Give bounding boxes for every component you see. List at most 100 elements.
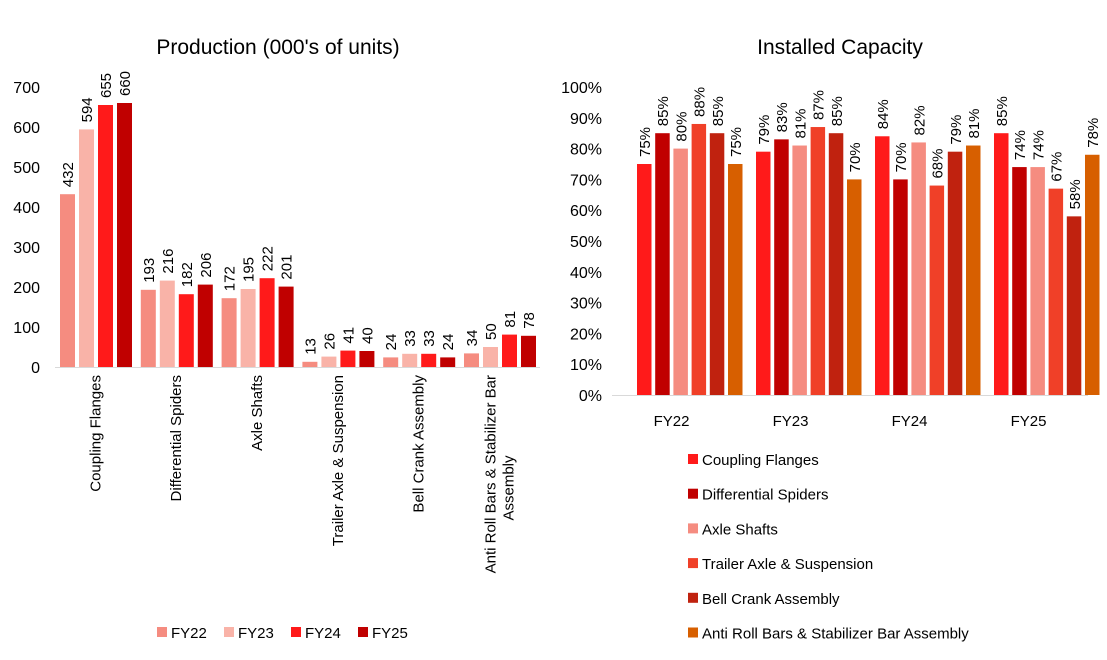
legend-label: Bell Crank Assembly	[702, 591, 840, 608]
legend-swatch	[688, 523, 698, 534]
y-tick-label: 0%	[579, 388, 602, 405]
category-label: Differential Spiders	[168, 375, 185, 501]
data-label: 432	[60, 162, 77, 187]
data-label: 172	[222, 266, 239, 291]
data-label: 33	[421, 330, 438, 347]
bar	[929, 185, 945, 395]
bar	[221, 298, 237, 367]
bar	[421, 353, 437, 367]
legend-label: Trailer Axle & Suspension	[702, 556, 873, 573]
data-label: 50	[483, 323, 500, 340]
bar	[440, 357, 456, 367]
data-label: 85%	[994, 96, 1011, 126]
bar	[810, 127, 826, 395]
data-label: 75%	[728, 127, 745, 157]
data-label: 193	[141, 258, 158, 283]
data-label: 182	[179, 262, 196, 287]
category-label: Assembly	[500, 455, 517, 521]
y-tick-label: 20%	[570, 326, 602, 343]
bar	[1085, 154, 1100, 395]
category-label: Trailer Axle & Suspension	[330, 375, 347, 546]
data-label: 206	[198, 253, 215, 278]
data-label: 222	[260, 246, 277, 271]
bar	[502, 334, 517, 367]
bar	[359, 351, 375, 367]
data-label: 70%	[847, 142, 864, 172]
bar	[1066, 216, 1082, 395]
legend-swatch	[688, 488, 698, 499]
bar	[911, 142, 926, 395]
y-tick-label: 400	[13, 200, 40, 217]
data-label: 67%	[1049, 152, 1066, 182]
legend-label: Coupling Flanges	[702, 452, 819, 469]
bar	[1048, 188, 1064, 395]
data-label: 87%	[811, 90, 828, 120]
bar	[673, 148, 688, 395]
y-tick-label: 300	[13, 240, 40, 257]
data-label: 85%	[829, 96, 846, 126]
bar	[709, 133, 725, 395]
chart-title: Installed Capacity	[757, 36, 923, 59]
bar	[159, 280, 175, 367]
legend-label: FY23	[238, 625, 274, 642]
bar	[259, 278, 275, 367]
bar	[240, 289, 256, 367]
y-tick-label: 10%	[570, 357, 602, 374]
data-label: 78%	[1085, 118, 1102, 148]
bar	[847, 179, 862, 395]
data-label: 655	[98, 73, 115, 98]
bar	[197, 284, 213, 367]
bar	[966, 145, 981, 395]
data-label: 75%	[637, 127, 654, 157]
bar	[947, 151, 963, 395]
y-tick-label: 700	[13, 80, 40, 97]
y-tick-label: 30%	[570, 296, 602, 313]
data-label: 85%	[655, 96, 672, 126]
legend-swatch	[224, 627, 234, 637]
data-label: 81%	[792, 108, 809, 138]
data-label: 34	[464, 330, 481, 347]
data-label: 58%	[1067, 179, 1084, 209]
data-label: 81	[502, 311, 519, 328]
bar	[521, 335, 536, 367]
y-tick-label: 200	[13, 280, 40, 297]
y-tick-label: 500	[13, 160, 40, 177]
category-label: FY24	[892, 413, 928, 430]
legend-label: FY22	[171, 625, 207, 642]
legend-swatch	[688, 558, 698, 569]
bar	[321, 356, 337, 367]
data-label: 88%	[692, 87, 709, 117]
bar	[1030, 167, 1045, 395]
category-label: Anti Roll Bars & Stabilizer Bar	[482, 375, 499, 573]
bar	[1012, 167, 1027, 395]
data-label: 660	[117, 71, 134, 96]
bar	[302, 361, 318, 367]
y-tick-label: 90%	[570, 111, 602, 128]
bar	[691, 123, 707, 396]
data-label: 26	[321, 333, 338, 350]
data-label: 78	[521, 312, 538, 329]
legend-swatch	[688, 454, 698, 464]
data-label: 68%	[930, 149, 947, 179]
y-tick-label: 50%	[570, 234, 602, 251]
bar	[728, 164, 743, 395]
y-tick-label: 0	[31, 360, 40, 377]
bar	[655, 133, 670, 395]
data-label: 195	[241, 257, 258, 282]
legend-label: Axle Shafts	[702, 521, 778, 538]
data-label: 41	[340, 327, 357, 344]
legend-label: Anti Roll Bars & Stabilizer Bar Assembly	[702, 626, 969, 643]
data-label: 81%	[966, 108, 983, 138]
data-label: 24	[383, 334, 400, 351]
y-tick-label: 100%	[561, 80, 602, 97]
data-label: 201	[279, 255, 296, 280]
bar	[278, 286, 294, 367]
data-label: 13	[302, 338, 319, 355]
category-label: Axle Shafts	[249, 375, 266, 451]
y-tick-label: 600	[13, 120, 40, 137]
bar	[178, 294, 194, 367]
bar	[79, 129, 94, 367]
bar	[828, 133, 844, 395]
legend-label: FY25	[372, 625, 408, 642]
